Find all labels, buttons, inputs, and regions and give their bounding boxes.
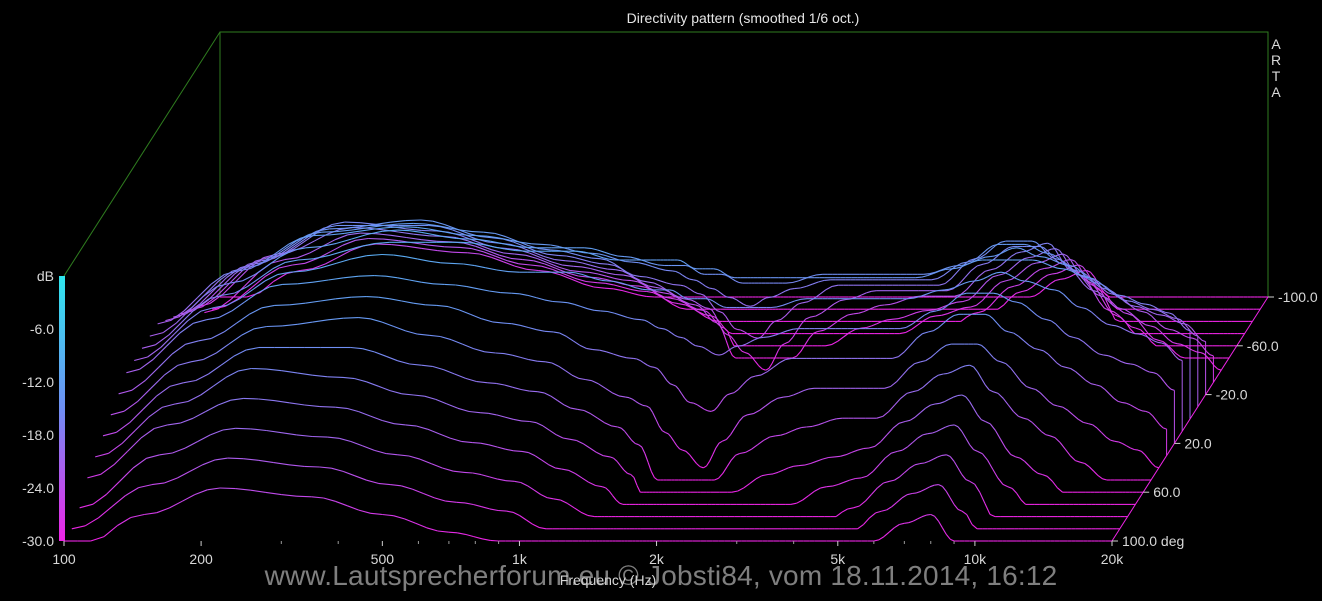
series-line-0 [141,241,1191,349]
z-tick-label--60.0: -60.0 [1247,338,1279,354]
color-scale-bar [59,276,65,541]
series-line-70 [87,397,1136,505]
series-traces [64,219,1268,542]
z-tick-label--20.0: -20.0 [1216,387,1248,403]
z-axis: -100.0 -60.0 -20.0 20.0 60.0 100.0 deg [1112,289,1318,549]
x-tick-label-500: 500 [371,551,395,567]
y-axis: dB -6.0 -12.0 -18.0 -24.0 -30.0 [22,268,54,549]
left-depth-edge [63,31,221,277]
x-tick-label-5k: 5k [830,551,846,567]
plot-frame [63,31,1269,297]
brand-letter: A [1271,36,1281,52]
x-tick-label-1k: 1k [512,551,528,567]
x-tick-label-20k: 20k [1101,551,1125,567]
z-tick-label-60.0: 60.0 [1153,484,1180,500]
y-tick-label--12.0: -12.0 [22,374,54,390]
x-tick-label-10k: 10k [964,551,988,567]
series-line--90 [212,237,1261,310]
series-line-90 [71,457,1120,530]
series-line-100 [64,487,1112,542]
x-tick-label-100: 100 [52,551,76,567]
series-line--100 [220,243,1268,298]
y-tick-label--30.0: -30.0 [22,533,54,549]
series-line--50 [180,224,1229,359]
y-tick-label--18.0: -18.0 [22,427,54,443]
brand-letter: A [1271,84,1281,100]
chart-title: Directivity pattern (smoothed 1/6 oct.) [627,10,860,26]
series-line-30 [118,296,1167,430]
y-tick-label-dB: dB [37,268,54,284]
brand-letter: T [1272,68,1281,84]
series-line--30 [165,222,1214,357]
brand-letter: R [1271,52,1281,68]
z-tick-label-20.0: 20.0 [1184,435,1211,451]
x-tick-label-2k: 2k [649,551,665,567]
floor-depth-edge [1111,296,1269,542]
x-tick-label-200: 200 [189,551,213,567]
z-tick-label-100.0 deg: 100.0 deg [1122,533,1184,549]
series-line-60 [95,367,1144,493]
series-line-80 [79,427,1128,518]
x-axis: 100 200 500 1k 2k 5k 10k 20k Frequency (Hz) [52,541,1124,588]
series-line-40 [110,317,1159,469]
y-tick-label--6.0: -6.0 [30,321,54,337]
series-line--20 [157,226,1206,343]
x-axis-label: Frequency (Hz) [560,572,656,588]
series-line-10 [134,253,1183,362]
back-frame [219,31,1269,297]
series-line-20 [126,275,1175,391]
y-tick-label--24.0: -24.0 [22,480,54,496]
series-line-50 [102,346,1151,481]
z-tick-label--100.0: -100.0 [1278,289,1318,305]
